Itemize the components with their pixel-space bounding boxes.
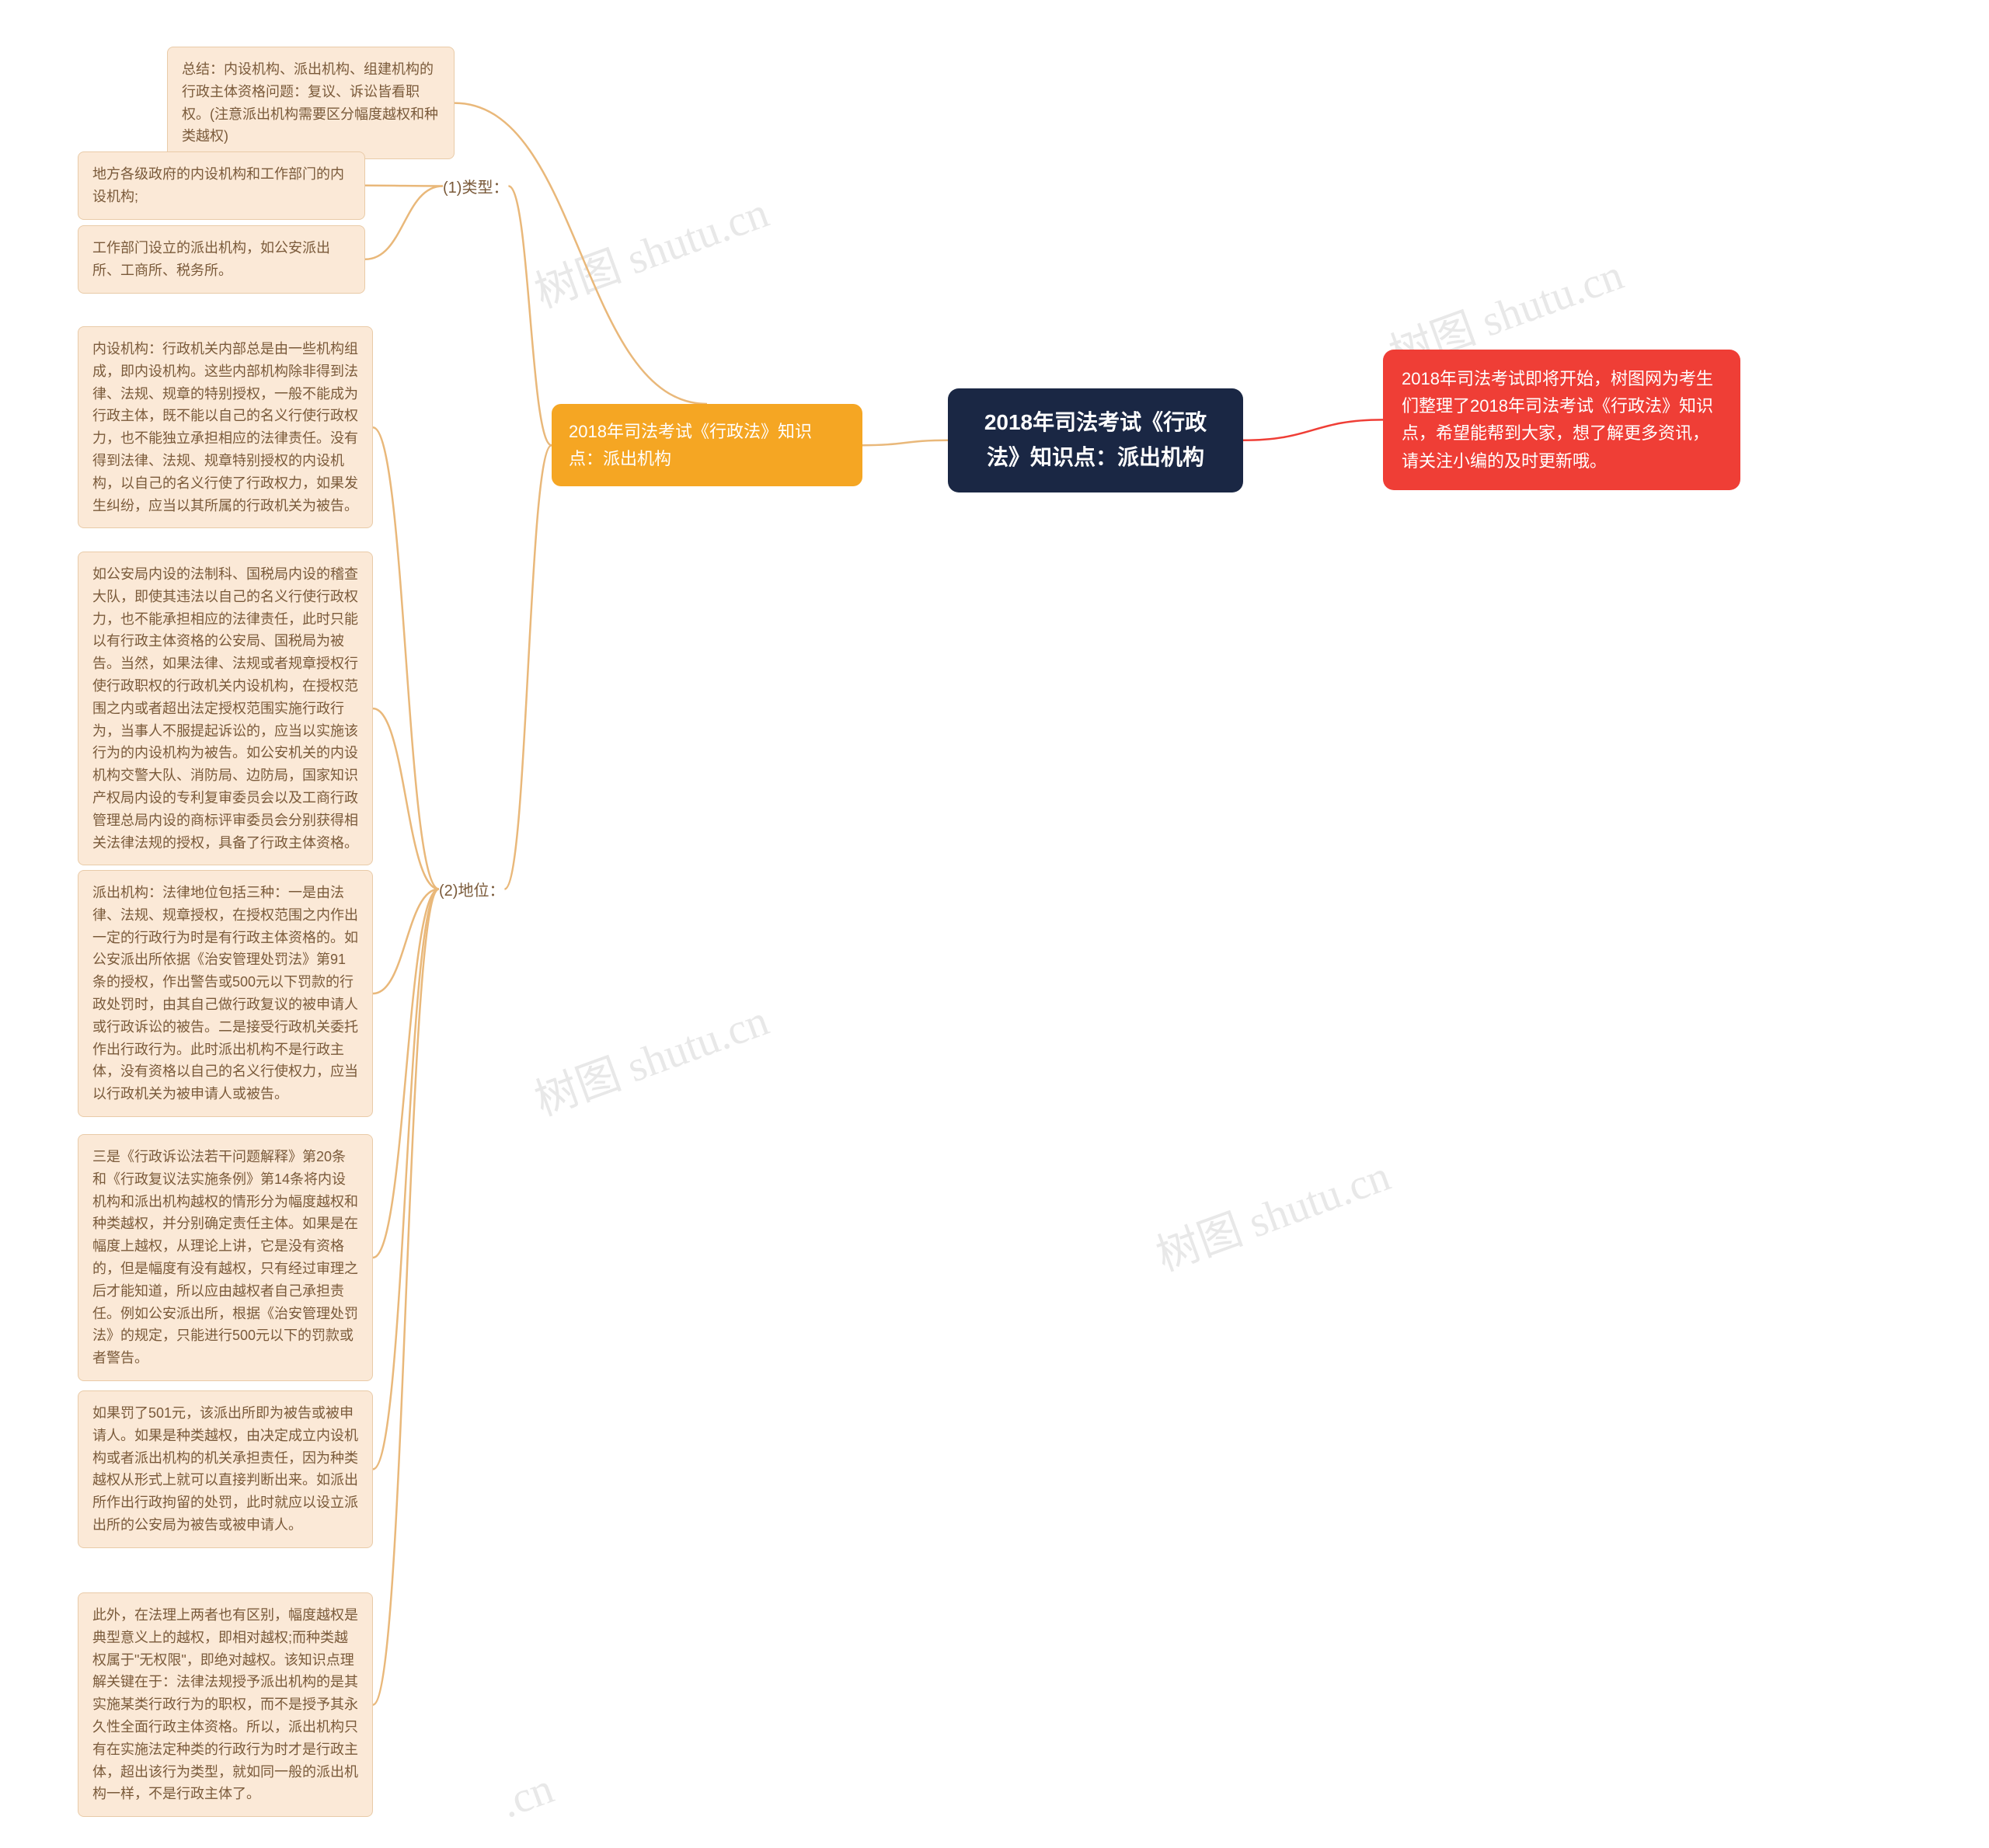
leaf-status-3-text: 派出机构：法律地位包括三种：一是由法律、法规、规章授权，在授权范围之内作出一定的… xyxy=(92,885,358,1101)
description-text: 2018年司法考试即将开始，树图网为考生们整理了2018年司法考试《行政法》知识… xyxy=(1402,369,1713,471)
leaf-status-4: 三是《行政诉讼法若干问题解释》第20条和《行政复议法实施条例》第14条将内设机构… xyxy=(78,1134,373,1381)
leaf-status-5: 如果罚了501元，该派出所即为被告或被申请人。如果是种类越权，由决定成立内设机构… xyxy=(78,1390,373,1548)
label-status: (2)地位： xyxy=(439,878,504,900)
description-node: 2018年司法考试即将开始，树图网为考生们整理了2018年司法考试《行政法》知识… xyxy=(1383,350,1740,490)
leaf-summary: 总结：内设机构、派出机构、组建机构的行政主体资格问题：复议、诉讼皆看职权。(注意… xyxy=(167,47,455,159)
center-topic: 2018年司法考试《行政法》知识点：派出机构 xyxy=(948,388,1243,492)
watermark: 树图 shutu.cn xyxy=(525,986,776,1129)
center-topic-text: 2018年司法考试《行政法》知识点：派出机构 xyxy=(984,410,1207,469)
leaf-type-b-text: 工作部门设立的派出机构，如公安派出所、工商所、税务所。 xyxy=(92,240,330,278)
leaf-type-a-text: 地方各级政府的内设机构和工作部门的内设机构; xyxy=(92,166,344,204)
leaf-type-b: 工作部门设立的派出机构，如公安派出所、工商所、税务所。 xyxy=(78,225,365,294)
leaf-type-a: 地方各级政府的内设机构和工作部门的内设机构; xyxy=(78,151,365,220)
leaf-status-5-text: 如果罚了501元，该派出所即为被告或被申请人。如果是种类越权，由决定成立内设机构… xyxy=(92,1405,358,1533)
watermark: 树图 shutu.cn xyxy=(1147,1141,1398,1284)
label-type: (1)类型： xyxy=(443,175,508,197)
leaf-status-6: 此外，在法理上两者也有区别，幅度越权是典型意义上的越权，即相对越权;而种类越权属… xyxy=(78,1592,373,1817)
leaf-summary-text: 总结：内设机构、派出机构、组建机构的行政主体资格问题：复议、诉讼皆看职权。(注意… xyxy=(182,61,438,144)
left-main-node: 2018年司法考试《行政法》知识点：派出机构 xyxy=(552,404,862,486)
left-main-text: 2018年司法考试《行政法》知识点：派出机构 xyxy=(569,422,812,468)
leaf-status-6-text: 此外，在法理上两者也有区别，幅度越权是典型意义上的越权，即相对越权;而种类越权属… xyxy=(92,1607,358,1801)
leaf-status-3: 派出机构：法律地位包括三种：一是由法律、法规、规章授权，在授权范围之内作出一定的… xyxy=(78,870,373,1117)
leaf-status-1: 内设机构：行政机关内部总是由一些机构组成，即内设机构。这些内部机构除非得到法律、… xyxy=(78,326,373,528)
leaf-status-2: 如公安局内设的法制科、国税局内设的稽查大队，即使其违法以自己的名义行使行政权力，… xyxy=(78,552,373,865)
watermark: .cn xyxy=(494,1763,560,1828)
leaf-status-2-text: 如公安局内设的法制科、国税局内设的稽查大队，即使其违法以自己的名义行使行政权力，… xyxy=(92,566,358,851)
watermark: 树图 shutu.cn xyxy=(525,178,776,321)
leaf-status-1-text: 内设机构：行政机关内部总是由一些机构组成，即内设机构。这些内部机构除非得到法律、… xyxy=(92,341,358,513)
leaf-status-4-text: 三是《行政诉讼法若干问题解释》第20条和《行政复议法实施条例》第14条将内设机构… xyxy=(92,1149,358,1366)
